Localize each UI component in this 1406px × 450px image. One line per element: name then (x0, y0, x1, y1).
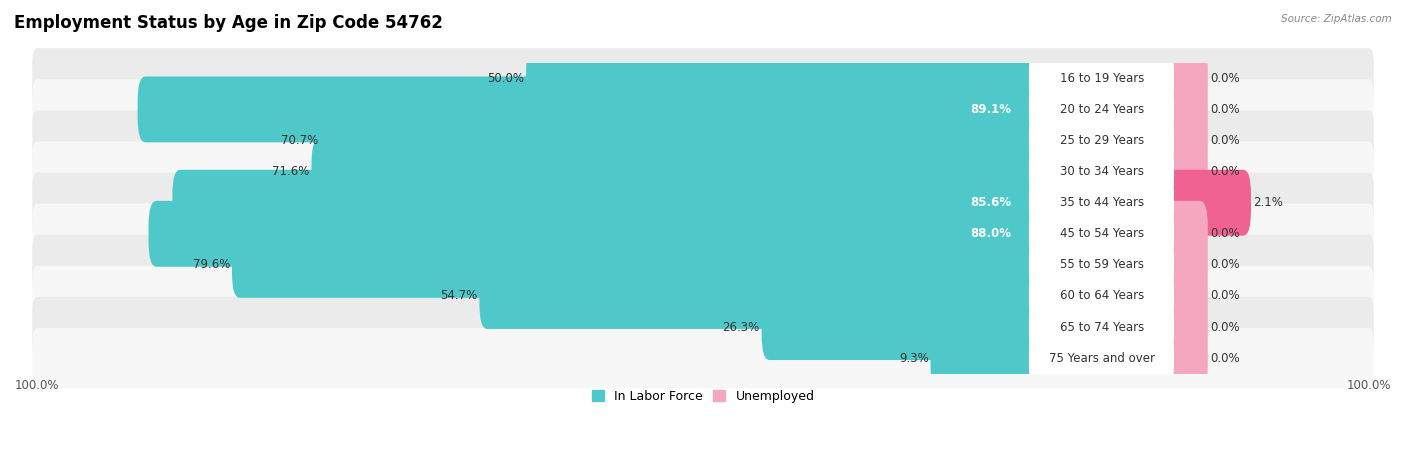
Text: 0.0%: 0.0% (1209, 320, 1240, 333)
FancyBboxPatch shape (762, 294, 1039, 360)
FancyBboxPatch shape (1029, 272, 1174, 320)
Text: 89.1%: 89.1% (970, 103, 1011, 116)
FancyBboxPatch shape (1163, 139, 1208, 205)
FancyBboxPatch shape (138, 76, 1039, 142)
FancyBboxPatch shape (1029, 241, 1174, 288)
Text: Employment Status by Age in Zip Code 54762: Employment Status by Age in Zip Code 547… (14, 14, 443, 32)
FancyBboxPatch shape (32, 79, 1374, 140)
FancyBboxPatch shape (1163, 325, 1208, 391)
FancyBboxPatch shape (32, 110, 1374, 171)
Text: 25 to 29 Years: 25 to 29 Years (1060, 134, 1144, 147)
Text: 60 to 64 Years: 60 to 64 Years (1060, 289, 1144, 302)
FancyBboxPatch shape (32, 48, 1374, 108)
Text: 75 Years and over: 75 Years and over (1049, 351, 1154, 364)
FancyBboxPatch shape (1029, 179, 1174, 226)
FancyBboxPatch shape (1029, 55, 1174, 102)
Text: 26.3%: 26.3% (723, 320, 759, 333)
FancyBboxPatch shape (1029, 303, 1174, 351)
FancyBboxPatch shape (1029, 117, 1174, 164)
FancyBboxPatch shape (1029, 86, 1174, 133)
Text: 71.6%: 71.6% (273, 165, 309, 178)
Text: 20 to 24 Years: 20 to 24 Years (1060, 103, 1144, 116)
FancyBboxPatch shape (312, 139, 1039, 205)
FancyBboxPatch shape (1163, 170, 1251, 236)
FancyBboxPatch shape (1163, 263, 1208, 329)
FancyBboxPatch shape (173, 170, 1039, 236)
FancyBboxPatch shape (32, 297, 1374, 357)
Text: 65 to 74 Years: 65 to 74 Years (1060, 320, 1144, 333)
FancyBboxPatch shape (1163, 76, 1208, 142)
Text: 30 to 34 Years: 30 to 34 Years (1060, 165, 1144, 178)
Text: Source: ZipAtlas.com: Source: ZipAtlas.com (1281, 14, 1392, 23)
Text: 0.0%: 0.0% (1209, 165, 1240, 178)
Text: 0.0%: 0.0% (1209, 258, 1240, 271)
Text: 16 to 19 Years: 16 to 19 Years (1060, 72, 1144, 85)
Text: 79.6%: 79.6% (193, 258, 231, 271)
Text: 9.3%: 9.3% (898, 351, 928, 364)
FancyBboxPatch shape (32, 172, 1374, 233)
FancyBboxPatch shape (32, 141, 1374, 202)
Text: 85.6%: 85.6% (970, 196, 1011, 209)
FancyBboxPatch shape (149, 201, 1039, 267)
FancyBboxPatch shape (232, 232, 1039, 298)
FancyBboxPatch shape (1163, 201, 1208, 267)
Legend: In Labor Force, Unemployed: In Labor Force, Unemployed (586, 385, 820, 408)
FancyBboxPatch shape (32, 204, 1374, 264)
FancyBboxPatch shape (1163, 108, 1208, 173)
Text: 45 to 54 Years: 45 to 54 Years (1060, 227, 1144, 240)
Text: 0.0%: 0.0% (1209, 134, 1240, 147)
Text: 50.0%: 50.0% (486, 72, 524, 85)
Text: 0.0%: 0.0% (1209, 351, 1240, 364)
FancyBboxPatch shape (321, 108, 1039, 173)
FancyBboxPatch shape (931, 325, 1039, 391)
Text: 54.7%: 54.7% (440, 289, 478, 302)
Text: 70.7%: 70.7% (281, 134, 318, 147)
FancyBboxPatch shape (32, 235, 1374, 295)
Text: 2.1%: 2.1% (1253, 196, 1282, 209)
Text: 0.0%: 0.0% (1209, 103, 1240, 116)
Text: 35 to 44 Years: 35 to 44 Years (1060, 196, 1144, 209)
FancyBboxPatch shape (1163, 232, 1208, 298)
Text: 55 to 59 Years: 55 to 59 Years (1060, 258, 1144, 271)
FancyBboxPatch shape (479, 263, 1039, 329)
FancyBboxPatch shape (1029, 210, 1174, 257)
Text: 0.0%: 0.0% (1209, 227, 1240, 240)
FancyBboxPatch shape (1163, 294, 1208, 360)
FancyBboxPatch shape (526, 45, 1039, 111)
Text: 88.0%: 88.0% (970, 227, 1011, 240)
FancyBboxPatch shape (1163, 45, 1208, 111)
Text: 0.0%: 0.0% (1209, 72, 1240, 85)
FancyBboxPatch shape (32, 328, 1374, 388)
FancyBboxPatch shape (1029, 334, 1174, 382)
FancyBboxPatch shape (32, 266, 1374, 326)
Text: 0.0%: 0.0% (1209, 289, 1240, 302)
FancyBboxPatch shape (1029, 148, 1174, 195)
